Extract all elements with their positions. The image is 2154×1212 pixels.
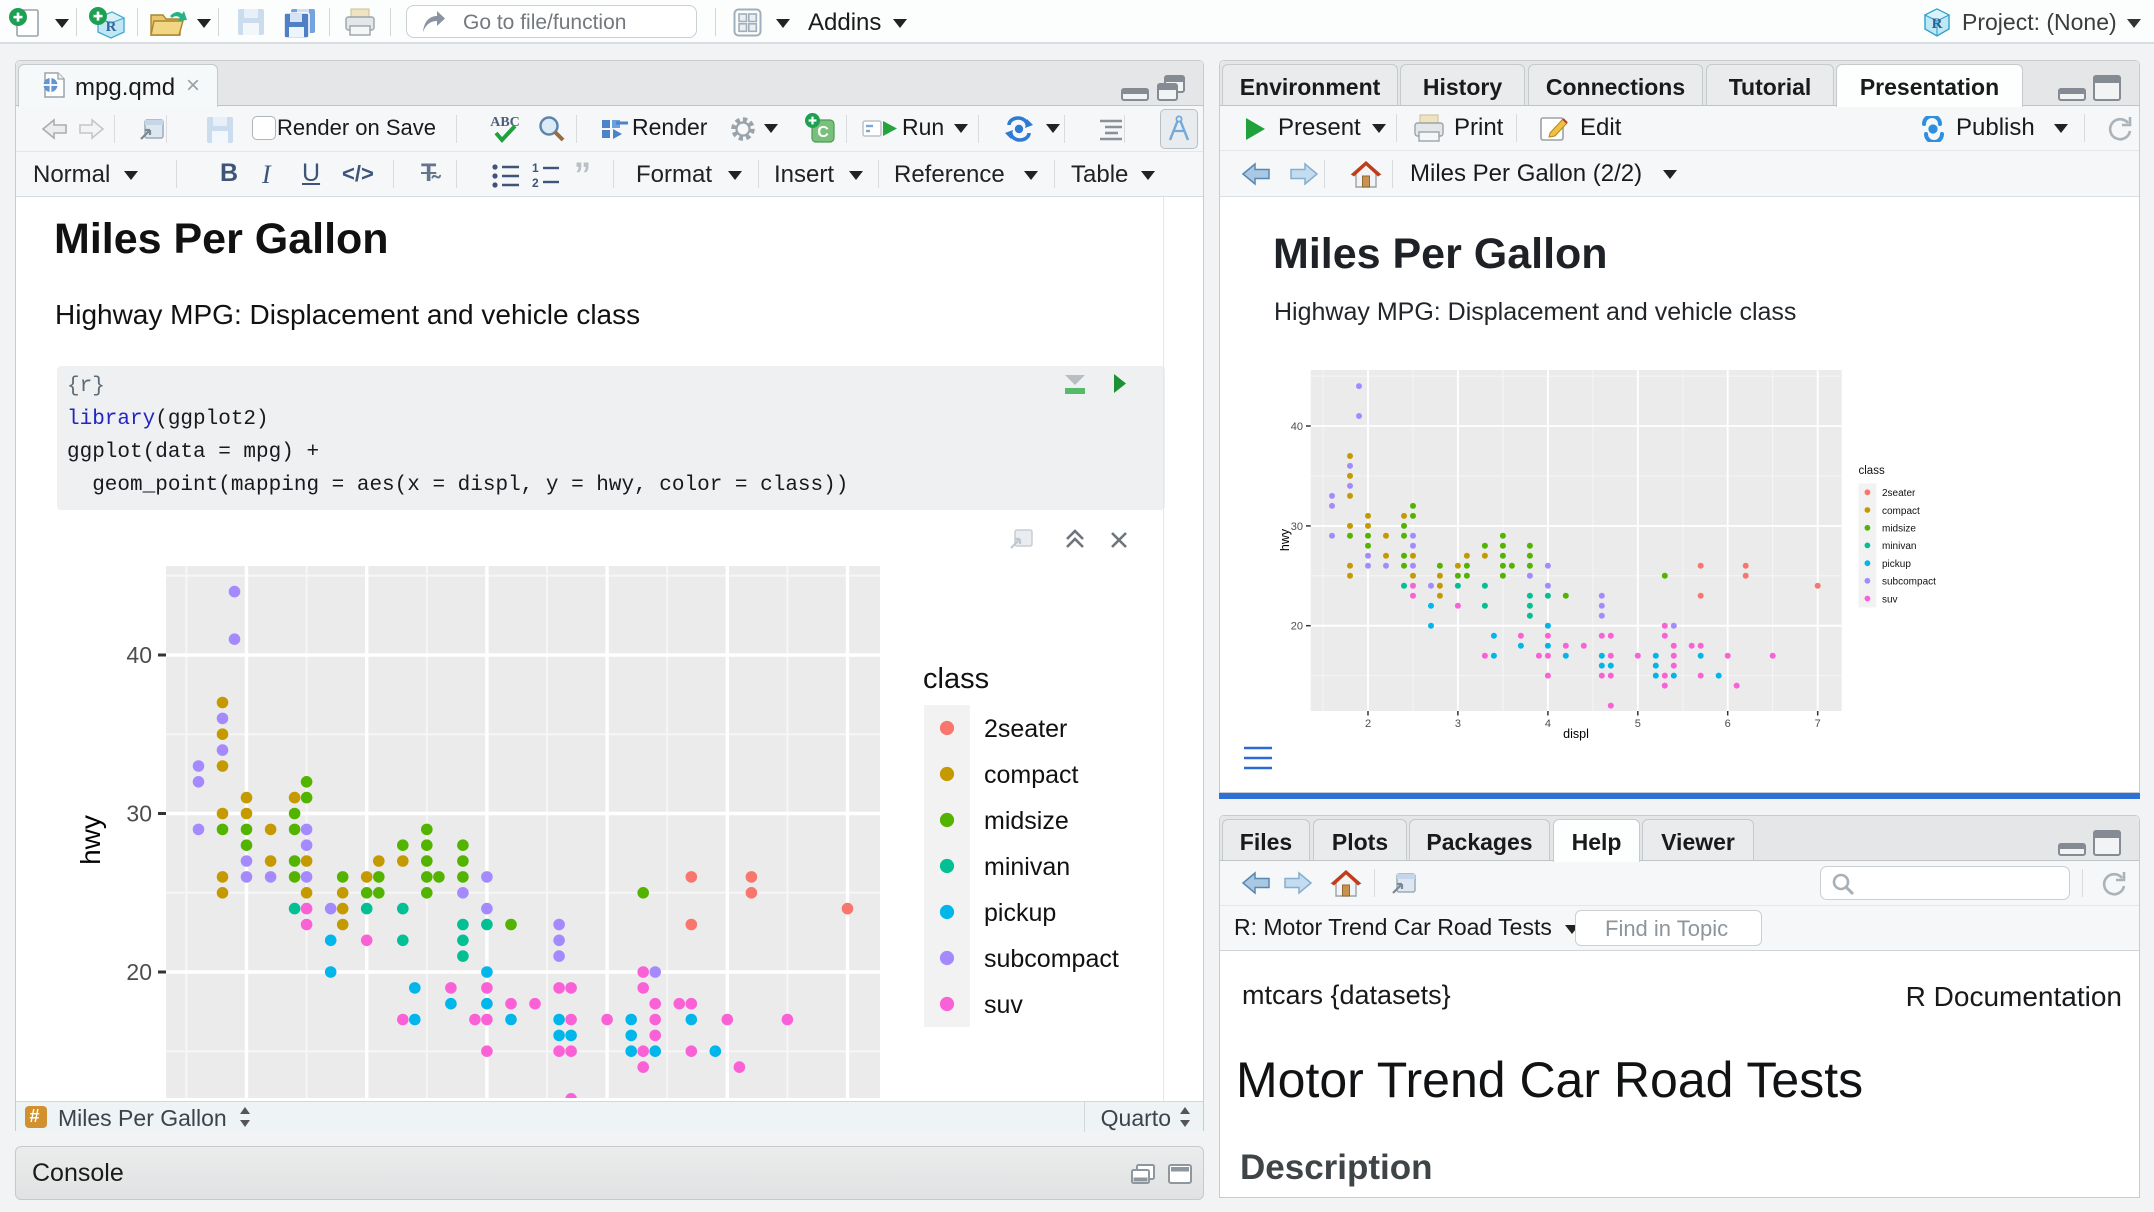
- svg-text:40: 40: [1291, 421, 1303, 433]
- svg-text:40: 40: [126, 642, 152, 668]
- svg-text:2seater: 2seater: [984, 715, 1067, 743]
- svg-text:20: 20: [1291, 621, 1303, 633]
- svg-text:class: class: [1859, 465, 1885, 477]
- svg-text:3: 3: [1455, 718, 1461, 730]
- svg-text:midsize: midsize: [1882, 524, 1916, 535]
- svg-text:displ: displ: [1563, 727, 1589, 741]
- svg-text:C: C: [817, 124, 829, 141]
- svg-text:30: 30: [1291, 521, 1303, 533]
- svg-text:5: 5: [1635, 718, 1641, 730]
- svg-text:4: 4: [1545, 718, 1551, 730]
- svg-text:2: 2: [532, 176, 539, 189]
- svg-text:minivan: minivan: [984, 853, 1070, 881]
- svg-text:pickup: pickup: [1882, 559, 1911, 570]
- svg-text:compact: compact: [1882, 506, 1920, 517]
- svg-text:6: 6: [1725, 718, 1731, 730]
- svg-text:midsize: midsize: [984, 807, 1069, 835]
- svg-text:pickup: pickup: [984, 899, 1056, 927]
- svg-text:hwy: hwy: [1280, 528, 1292, 551]
- svg-text:2seater: 2seater: [1882, 488, 1916, 499]
- svg-text:subcompact: subcompact: [1882, 577, 1936, 588]
- svg-text:R: R: [106, 19, 117, 35]
- svg-text:30: 30: [126, 801, 152, 827]
- svg-text:7: 7: [1815, 718, 1821, 730]
- svg-text:suv: suv: [984, 991, 1023, 1019]
- svg-text:R: R: [1932, 16, 1943, 32]
- svg-text:2: 2: [1365, 718, 1371, 730]
- svg-text:compact: compact: [984, 761, 1079, 789]
- svg-text:20: 20: [126, 959, 152, 985]
- svg-text:hwy: hwy: [75, 815, 106, 865]
- svg-text:minivan: minivan: [1882, 541, 1916, 552]
- svg-text:suv: suv: [1882, 594, 1898, 605]
- svg-text:1: 1: [532, 161, 539, 175]
- svg-text:subcompact: subcompact: [984, 945, 1119, 973]
- svg-text:class: class: [923, 663, 989, 695]
